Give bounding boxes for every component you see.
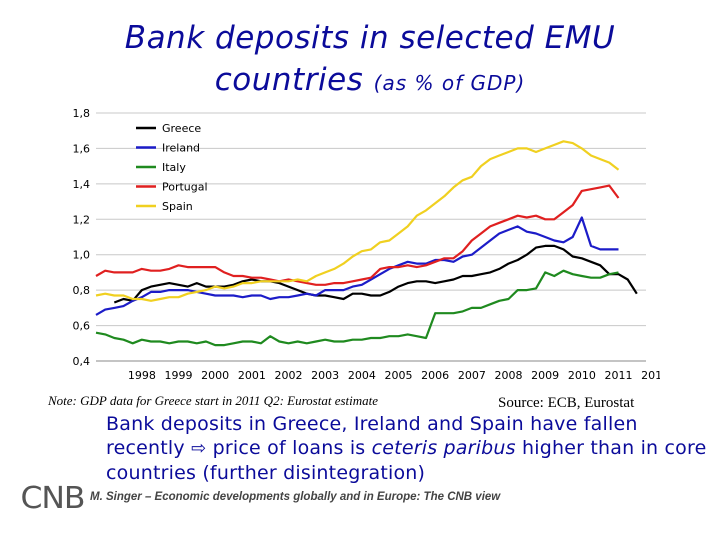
- x-tick-label: 2008: [495, 369, 523, 382]
- bullet-part3: higher than in core countries (further d…: [106, 437, 707, 484]
- x-tick-label: 2000: [201, 369, 229, 382]
- slide-title-sub: (as % of GDP): [373, 71, 526, 95]
- y-tick-label: 1,8: [73, 107, 91, 120]
- plot-area: [96, 113, 646, 361]
- series-line-ireland: [95, 216, 619, 316]
- y-tick-label: 0,4: [73, 355, 91, 368]
- bullet-text: Bank deposits in Greece, Ireland and Spa…: [106, 412, 716, 485]
- x-tick-label: 2011: [605, 369, 633, 382]
- x-tick-label: 1998: [128, 369, 156, 382]
- chart-note: Note: GDP data for Greece start in 2011 …: [48, 393, 379, 408]
- series-line-spain: [95, 140, 620, 302]
- slide-title-main: countries: [214, 62, 364, 98]
- x-tick-label: 2007: [458, 369, 486, 382]
- x-tick-label: 2005: [385, 369, 413, 382]
- y-tick-label: 1,6: [73, 142, 91, 155]
- bullet-italic: ceteris paribus: [371, 437, 516, 459]
- y-tick-label: 0,8: [73, 284, 91, 297]
- line-chart: 0,4 0,6 0,8 1,0 1,2 1,4 1,6 1,8 1998 1999 2000 2001…: [73, 107, 661, 382]
- series-line-italy: [95, 269, 619, 347]
- series-line-greece: [113, 244, 638, 304]
- series-line-portugal: [95, 184, 620, 286]
- x-tick-label: 2003: [311, 369, 339, 382]
- legend-label: Ireland: [162, 142, 200, 155]
- legend-label: Greece: [162, 122, 201, 135]
- chart-source: Source: ECB, Eurostat: [498, 395, 635, 411]
- legend-label: Italy: [162, 161, 186, 174]
- x-tick-label: 2006: [421, 369, 449, 382]
- y-tick-label: 1,0: [73, 249, 91, 262]
- x-tick-label: 2012: [641, 369, 660, 382]
- cnb-logo: CNB: [20, 481, 85, 516]
- slide-title-line2: countries (as % of GDP): [0, 62, 720, 98]
- legend-label: Portugal: [162, 181, 208, 194]
- slide-title-line1: Bank deposits in selected EMU: [124, 20, 616, 56]
- bullet-part1: Bank deposits in Greece, Ireland and Spa…: [106, 413, 638, 459]
- footer-text: M. Singer – Economic developments global…: [90, 491, 501, 503]
- y-tick-label: 1,4: [73, 178, 91, 191]
- legend-label: Spain: [162, 200, 193, 213]
- x-tick-label: 2009: [531, 369, 559, 382]
- x-tick-label: 2004: [348, 369, 376, 382]
- x-tick-label: 2001: [238, 369, 266, 382]
- y-tick-label: 1,2: [73, 213, 91, 226]
- x-tick-label: 2010: [568, 369, 596, 382]
- y-tick-label: 0,6: [73, 320, 91, 333]
- x-tick-label: 1999: [165, 369, 193, 382]
- bullet-part2: price of loans is: [206, 437, 372, 459]
- arrow-icon: ⇨: [191, 438, 207, 459]
- x-tick-label: 2002: [275, 369, 303, 382]
